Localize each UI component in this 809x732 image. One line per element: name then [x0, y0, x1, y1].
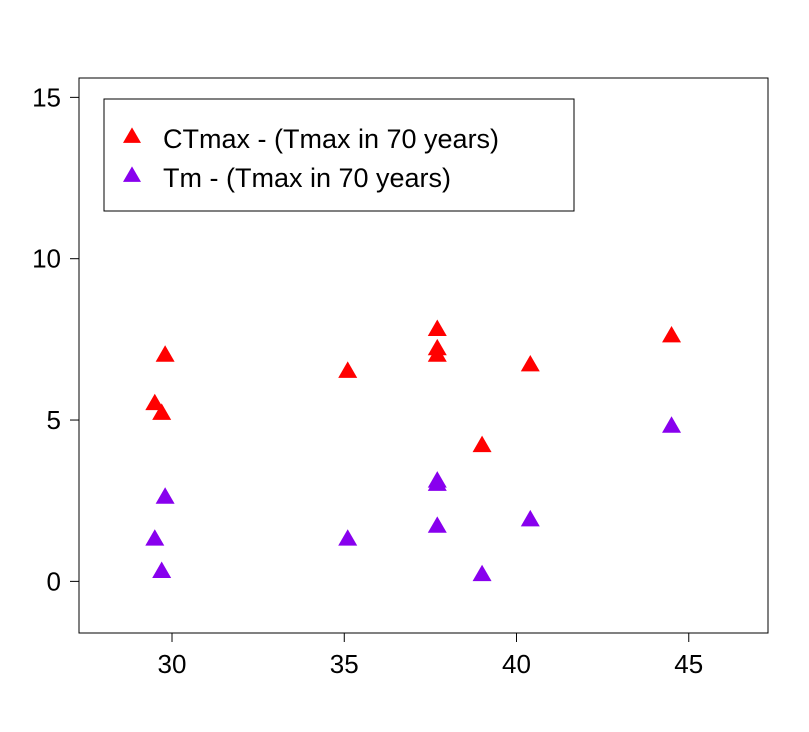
x-axis: 30 35 40 45: [158, 632, 703, 679]
ctmax-point: [152, 403, 172, 420]
tm-point: [145, 529, 165, 546]
x-tick-label: 30: [158, 649, 187, 679]
y-tick-label: 0: [47, 566, 61, 596]
x-tick-label: 35: [330, 649, 359, 679]
legend-box: [103, 98, 575, 212]
tm-point: [662, 416, 682, 433]
y-axis: 0 5 10 15: [32, 82, 80, 596]
tm-point: [427, 516, 447, 533]
ctmax-point: [427, 319, 447, 336]
tm-point: [472, 564, 492, 582]
y-tick-label: 5: [47, 405, 61, 435]
ctmax-point: [662, 325, 682, 343]
ctmax-point: [427, 345, 447, 362]
ctmax-point: [338, 361, 358, 378]
tm-point: [152, 561, 172, 578]
ctmax-point: [472, 435, 492, 453]
data-points: [145, 319, 682, 582]
ctmax-point: [155, 345, 175, 362]
tm-point: [520, 509, 540, 527]
legend-marker-tm: [123, 166, 141, 182]
y-tick-label: 10: [32, 244, 61, 274]
ctmax-point: [145, 393, 165, 411]
ctmax-point: [520, 354, 540, 372]
tm-point: [155, 487, 175, 504]
y-tick-label: 15: [32, 82, 61, 112]
x-tick-label: 40: [502, 649, 531, 679]
x-tick-label: 45: [674, 649, 703, 679]
legend: CTmax - (Tmax in 70 years) Tm - (Tmax in…: [103, 98, 575, 212]
legend-label-tm: Tm - (Tmax in 70 years): [163, 163, 451, 193]
tm-point: [338, 529, 358, 546]
tm-point: [427, 474, 447, 491]
legend-marker-ctmax: [123, 127, 141, 143]
legend-label-ctmax: CTmax - (Tmax in 70 years): [163, 124, 499, 154]
